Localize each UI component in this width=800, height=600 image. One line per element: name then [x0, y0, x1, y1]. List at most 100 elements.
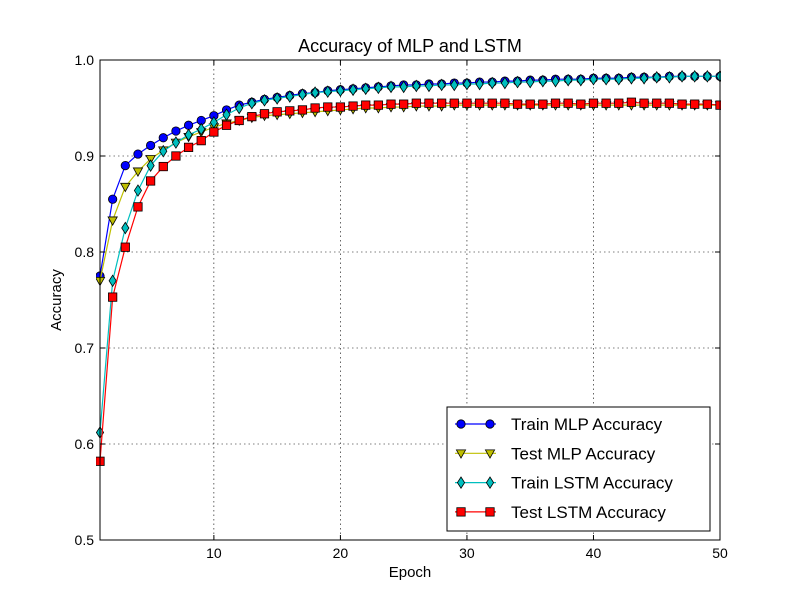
legend-marker: [456, 507, 466, 517]
data-point: [108, 274, 117, 288]
data-point: [576, 99, 586, 109]
legend: Train MLP Accuracy Test MLP Accuracy Train…: [446, 406, 711, 532]
legend-entry: Train MLP Accuracy: [455, 415, 663, 434]
data-point: [133, 202, 143, 212]
data-point: [500, 98, 510, 108]
legend-marker: [485, 476, 495, 489]
x-tick-label: 10: [206, 545, 222, 561]
data-point: [272, 107, 282, 117]
data-point: [602, 72, 611, 86]
data-point: [335, 102, 346, 112]
data-point: [639, 98, 649, 108]
data-point: [133, 149, 143, 159]
data-point: [627, 71, 636, 85]
data-point: [614, 72, 623, 86]
data-point: [159, 144, 168, 158]
data-point: [108, 292, 118, 302]
data-point: [361, 82, 370, 96]
data-point: [184, 128, 193, 142]
data-point: [259, 109, 270, 119]
data-point: [563, 98, 573, 108]
data-point: [702, 99, 712, 109]
data-point: [626, 97, 637, 107]
series-line: [99, 75, 720, 433]
x-tick-label: 40: [586, 545, 602, 561]
x-tick-label: 30: [459, 545, 475, 561]
data-point: [361, 100, 371, 110]
legend-label: Train LSTM Accuracy: [511, 474, 673, 493]
data-point: [146, 140, 156, 151]
data-point: [664, 98, 674, 108]
data-point: [311, 86, 320, 99]
data-point: [222, 108, 231, 122]
data-point: [576, 73, 585, 87]
data-point: [247, 112, 257, 122]
data-point: [146, 159, 155, 172]
legend-marker: [455, 449, 467, 459]
data-point: [132, 167, 144, 177]
data-point: [665, 70, 674, 84]
data-point: [386, 99, 396, 109]
data-point: [424, 98, 434, 108]
data-point: [374, 81, 383, 95]
data-point: [399, 99, 409, 109]
y-tick-label: 0.9: [75, 148, 95, 164]
data-point: [120, 182, 131, 193]
series-line: [99, 104, 720, 281]
data-point: [512, 99, 523, 109]
data-point: [146, 176, 156, 186]
legend-marker: [485, 419, 495, 429]
data-point: [120, 242, 130, 252]
data-point: [640, 71, 649, 85]
data-point: [158, 133, 168, 143]
data-point: [247, 96, 256, 110]
data-point: [121, 221, 130, 235]
data-point: [424, 79, 434, 93]
legend-label: Test LSTM Accuracy: [511, 503, 666, 522]
data-point: [348, 101, 358, 111]
data-point: [323, 85, 332, 99]
legend-marker: [456, 476, 466, 489]
data-point: [297, 105, 308, 115]
data-point: [474, 98, 485, 108]
y-tick-label: 0.7: [75, 340, 95, 356]
data-point: [614, 98, 624, 108]
data-point: [513, 75, 522, 89]
legend-label: Test MLP Accuracy: [511, 444, 656, 463]
x-tick-label: 50: [712, 545, 728, 561]
legend-label: Train MLP Accuracy: [511, 415, 663, 434]
data-point: [171, 151, 181, 161]
data-point: [500, 76, 509, 90]
y-tick-label: 1.0: [75, 52, 95, 68]
data-point: [260, 93, 269, 107]
data-point: [450, 78, 459, 92]
data-point: [107, 216, 118, 226]
data-point: [234, 115, 244, 126]
data-point: [601, 98, 611, 108]
y-tick-label: 0.8: [75, 244, 95, 260]
data-point: [399, 80, 408, 94]
legend-marker: [456, 419, 466, 429]
x-tick-label: 20: [333, 545, 349, 561]
data-point: [564, 73, 573, 87]
y-axis-label: Accuracy: [48, 269, 65, 331]
data-point: [526, 75, 535, 89]
data-point: [183, 120, 194, 130]
data-point: [703, 69, 712, 83]
y-tick-label: 0.6: [75, 436, 95, 452]
data-point: [158, 161, 168, 172]
data-point: [336, 84, 345, 98]
data-point: [677, 69, 687, 83]
chart-title: Accuracy of MLP and LSTM: [298, 36, 522, 56]
legend-marker: [485, 507, 495, 517]
data-point: [525, 99, 535, 109]
data-point: [487, 98, 497, 108]
data-point: [538, 99, 548, 109]
data-point: [197, 122, 206, 136]
legend-entry: Test MLP Accuracy: [455, 444, 656, 463]
data-point: [171, 126, 181, 136]
data-point: [285, 90, 294, 103]
series-layer: [96, 69, 721, 466]
data-point: [690, 99, 700, 109]
